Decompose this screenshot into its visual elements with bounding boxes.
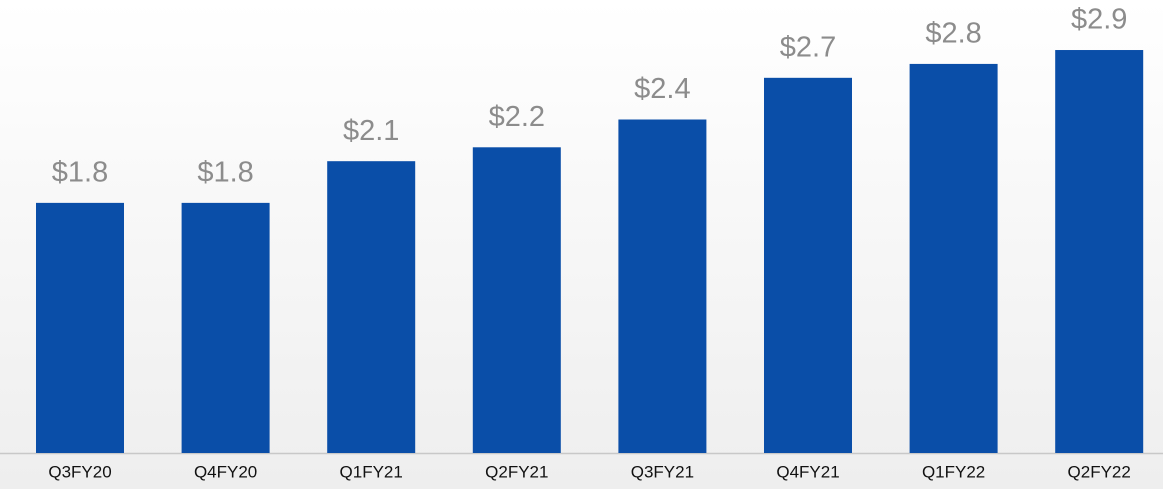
x-tick-label: Q3FY21 (631, 462, 694, 481)
bar (909, 63, 998, 453)
bar (1055, 50, 1144, 454)
value-label: $2.7 (780, 31, 836, 63)
x-tick-label: Q2FY22 (1068, 462, 1131, 481)
x-tick-label: Q1FY22 (922, 462, 985, 481)
bar (764, 77, 852, 453)
bar (36, 202, 124, 453)
value-label: $2.9 (1071, 4, 1127, 36)
bar (618, 119, 707, 454)
x-tick-label: Q4FY20 (194, 462, 257, 481)
x-tick-label: Q2FY21 (485, 462, 548, 481)
value-label: $2.8 (925, 18, 981, 50)
x-tick-label: Q1FY21 (340, 462, 403, 481)
value-label: $1.8 (52, 157, 108, 189)
x-tick-label: Q4FY21 (776, 462, 839, 481)
value-label: $2.1 (343, 115, 399, 147)
x-tick-label: Q3FY20 (48, 462, 111, 481)
bar (181, 202, 270, 453)
value-label: $2.4 (634, 73, 690, 105)
bar (472, 147, 561, 453)
bar (327, 161, 416, 453)
value-label: $2.2 (489, 101, 545, 133)
value-label: $1.8 (197, 157, 253, 189)
